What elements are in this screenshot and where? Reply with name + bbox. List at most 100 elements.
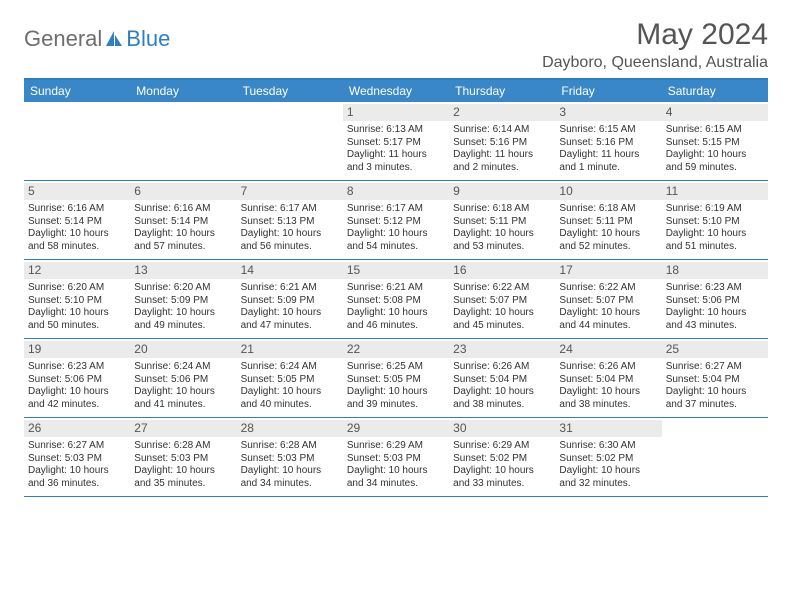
sunrise-text: Sunrise: 6:16 AM (134, 203, 232, 216)
day-number: 21 (237, 341, 343, 358)
day-number: 8 (343, 183, 449, 200)
calendar-cell: 18Sunrise: 6:23 AMSunset: 5:06 PMDayligh… (662, 260, 768, 338)
sunrise-text: Sunrise: 6:28 AM (134, 440, 232, 453)
sunrise-text: Sunrise: 6:17 AM (241, 203, 339, 216)
calendar-cell: 25Sunrise: 6:27 AMSunset: 5:04 PMDayligh… (662, 339, 768, 417)
daylight-text: Daylight: 10 hours and 36 minutes. (28, 465, 126, 490)
calendar-cell (237, 102, 343, 180)
sunset-text: Sunset: 5:05 PM (347, 374, 445, 387)
sunrise-text: Sunrise: 6:28 AM (241, 440, 339, 453)
calendar-cell: 19Sunrise: 6:23 AMSunset: 5:06 PMDayligh… (24, 339, 130, 417)
calendar-cell: 5Sunrise: 6:16 AMSunset: 5:14 PMDaylight… (24, 181, 130, 259)
calendar-cell: 9Sunrise: 6:18 AMSunset: 5:11 PMDaylight… (449, 181, 555, 259)
daylight-text: Daylight: 10 hours and 38 minutes. (453, 386, 551, 411)
daylight-text: Daylight: 10 hours and 57 minutes. (134, 228, 232, 253)
daylight-text: Daylight: 11 hours and 1 minute. (559, 149, 657, 174)
sunrise-text: Sunrise: 6:29 AM (453, 440, 551, 453)
day-number: 20 (130, 341, 236, 358)
day-number: 9 (449, 183, 555, 200)
calendar-cell: 29Sunrise: 6:29 AMSunset: 5:03 PMDayligh… (343, 418, 449, 496)
sunrise-text: Sunrise: 6:15 AM (666, 124, 764, 137)
day-number: 27 (130, 420, 236, 437)
sunrise-text: Sunrise: 6:29 AM (347, 440, 445, 453)
calendar-cell: 13Sunrise: 6:20 AMSunset: 5:09 PMDayligh… (130, 260, 236, 338)
calendar-cell: 1Sunrise: 6:13 AMSunset: 5:17 PMDaylight… (343, 102, 449, 180)
sunrise-text: Sunrise: 6:21 AM (347, 282, 445, 295)
sunrise-text: Sunrise: 6:25 AM (347, 361, 445, 374)
calendar-cell: 14Sunrise: 6:21 AMSunset: 5:09 PMDayligh… (237, 260, 343, 338)
logo-text-general: General (24, 26, 102, 52)
calendar-cell: 27Sunrise: 6:28 AMSunset: 5:03 PMDayligh… (130, 418, 236, 496)
day-number: 4 (662, 104, 768, 121)
sunset-text: Sunset: 5:17 PM (347, 137, 445, 150)
daylight-text: Daylight: 10 hours and 46 minutes. (347, 307, 445, 332)
sunrise-text: Sunrise: 6:19 AM (666, 203, 764, 216)
day-number: 26 (24, 420, 130, 437)
daylight-text: Daylight: 10 hours and 42 minutes. (28, 386, 126, 411)
daylight-text: Daylight: 11 hours and 2 minutes. (453, 149, 551, 174)
day-number: 15 (343, 262, 449, 279)
daylight-text: Daylight: 10 hours and 32 minutes. (559, 465, 657, 490)
daylight-text: Daylight: 10 hours and 34 minutes. (241, 465, 339, 490)
daylight-text: Daylight: 10 hours and 33 minutes. (453, 465, 551, 490)
weekday-label: Tuesday (237, 80, 343, 102)
daylight-text: Daylight: 10 hours and 51 minutes. (666, 228, 764, 253)
daylight-text: Daylight: 10 hours and 39 minutes. (347, 386, 445, 411)
sunset-text: Sunset: 5:07 PM (559, 295, 657, 308)
sunset-text: Sunset: 5:06 PM (134, 374, 232, 387)
sunrise-text: Sunrise: 6:23 AM (666, 282, 764, 295)
sunrise-text: Sunrise: 6:27 AM (666, 361, 764, 374)
calendar-cell: 3Sunrise: 6:15 AMSunset: 5:16 PMDaylight… (555, 102, 661, 180)
day-number: 18 (662, 262, 768, 279)
calendar-week: 1Sunrise: 6:13 AMSunset: 5:17 PMDaylight… (24, 102, 768, 181)
daylight-text: Daylight: 10 hours and 59 minutes. (666, 149, 764, 174)
sunrise-text: Sunrise: 6:21 AM (241, 282, 339, 295)
day-number: 16 (449, 262, 555, 279)
sunset-text: Sunset: 5:02 PM (559, 453, 657, 466)
calendar-cell: 11Sunrise: 6:19 AMSunset: 5:10 PMDayligh… (662, 181, 768, 259)
day-number: 6 (130, 183, 236, 200)
sunrise-text: Sunrise: 6:20 AM (28, 282, 126, 295)
calendar-week: 12Sunrise: 6:20 AMSunset: 5:10 PMDayligh… (24, 260, 768, 339)
calendar-cell: 17Sunrise: 6:22 AMSunset: 5:07 PMDayligh… (555, 260, 661, 338)
daylight-text: Daylight: 11 hours and 3 minutes. (347, 149, 445, 174)
day-number: 1 (343, 104, 449, 121)
sunset-text: Sunset: 5:10 PM (28, 295, 126, 308)
day-number: 29 (343, 420, 449, 437)
sunset-text: Sunset: 5:16 PM (453, 137, 551, 150)
calendar-cell (130, 102, 236, 180)
day-number: 22 (343, 341, 449, 358)
daylight-text: Daylight: 10 hours and 58 minutes. (28, 228, 126, 253)
month-title: May 2024 (542, 18, 768, 52)
calendar-cell: 28Sunrise: 6:28 AMSunset: 5:03 PMDayligh… (237, 418, 343, 496)
calendar-cell: 23Sunrise: 6:26 AMSunset: 5:04 PMDayligh… (449, 339, 555, 417)
daylight-text: Daylight: 10 hours and 50 minutes. (28, 307, 126, 332)
calendar-cell: 6Sunrise: 6:16 AMSunset: 5:14 PMDaylight… (130, 181, 236, 259)
logo-sail-icon (104, 29, 124, 49)
day-number: 14 (237, 262, 343, 279)
sunset-text: Sunset: 5:03 PM (347, 453, 445, 466)
daylight-text: Daylight: 10 hours and 45 minutes. (453, 307, 551, 332)
sunrise-text: Sunrise: 6:30 AM (559, 440, 657, 453)
day-number: 31 (555, 420, 661, 437)
sunset-text: Sunset: 5:14 PM (28, 216, 126, 229)
sunset-text: Sunset: 5:07 PM (453, 295, 551, 308)
daylight-text: Daylight: 10 hours and 37 minutes. (666, 386, 764, 411)
calendar-cell: 30Sunrise: 6:29 AMSunset: 5:02 PMDayligh… (449, 418, 555, 496)
sunset-text: Sunset: 5:04 PM (666, 374, 764, 387)
daylight-text: Daylight: 10 hours and 35 minutes. (134, 465, 232, 490)
calendar-cell: 16Sunrise: 6:22 AMSunset: 5:07 PMDayligh… (449, 260, 555, 338)
logo: General Blue (24, 26, 170, 52)
calendar-cell: 4Sunrise: 6:15 AMSunset: 5:15 PMDaylight… (662, 102, 768, 180)
calendar-cell: 7Sunrise: 6:17 AMSunset: 5:13 PMDaylight… (237, 181, 343, 259)
day-number: 30 (449, 420, 555, 437)
sunrise-text: Sunrise: 6:18 AM (453, 203, 551, 216)
sunset-text: Sunset: 5:12 PM (347, 216, 445, 229)
daylight-text: Daylight: 10 hours and 44 minutes. (559, 307, 657, 332)
sunset-text: Sunset: 5:09 PM (134, 295, 232, 308)
day-number: 23 (449, 341, 555, 358)
day-number: 13 (130, 262, 236, 279)
day-number: 19 (24, 341, 130, 358)
weekday-header: SundayMondayTuesdayWednesdayThursdayFrid… (24, 80, 768, 102)
sunset-text: Sunset: 5:09 PM (241, 295, 339, 308)
